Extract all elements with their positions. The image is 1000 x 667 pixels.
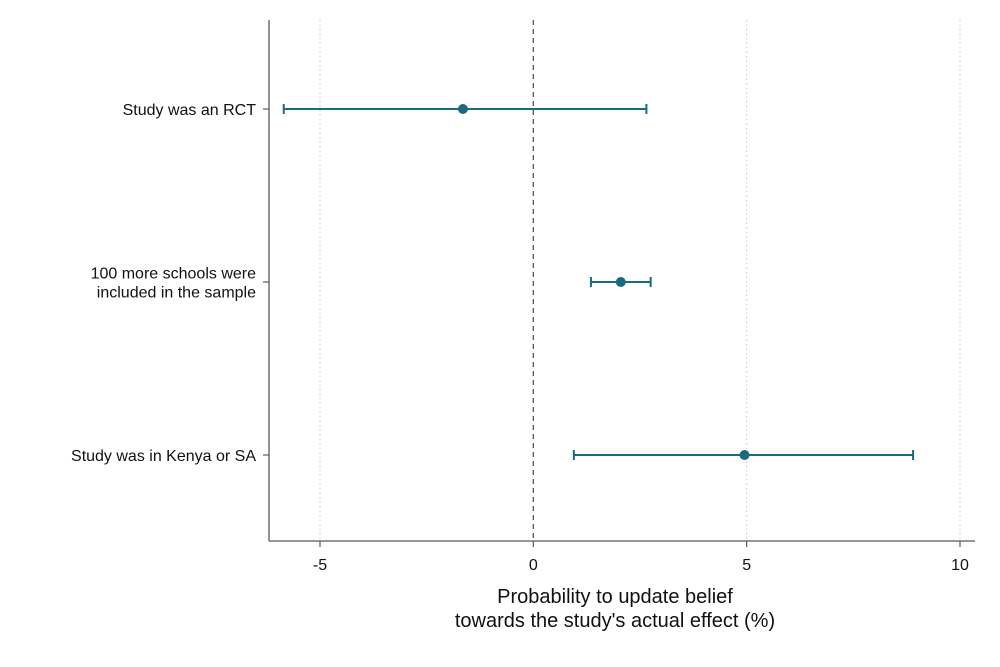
x-axis-title-line: towards the study's actual effect (%) xyxy=(455,610,775,632)
x-tick-label-1: 0 xyxy=(529,557,538,574)
category-label-line: included in the sample xyxy=(97,285,256,302)
x-axis-title: Probability to update belief towards the … xyxy=(455,586,775,632)
category-label-line: 100 more schools were xyxy=(91,266,257,283)
category-label-0: Study was an RCT xyxy=(123,102,257,119)
x-tick-label-2: 5 xyxy=(742,557,751,574)
category-label-2: Study was in Kenya or SA xyxy=(71,448,256,465)
grid-layer xyxy=(319,20,961,541)
category-label-line: Study was in Kenya or SA xyxy=(71,448,256,465)
point-estimate-2 xyxy=(739,450,750,460)
category-label-1: 100 more schools were included in the sam… xyxy=(91,266,257,302)
label-layer: -5 0 5 10 Study was an RCT 100 more schools w… xyxy=(71,102,969,632)
axis-layer xyxy=(263,20,975,547)
x-tick-label-0: -5 xyxy=(313,557,327,574)
point-estimate-0 xyxy=(457,104,468,114)
x-tick-label-3: 10 xyxy=(951,557,969,574)
marks-layer xyxy=(282,104,915,460)
x-axis-title-line: Probability to update belief xyxy=(497,586,733,608)
point-estimate-1 xyxy=(615,277,626,287)
category-label-line: Study was an RCT xyxy=(123,102,257,119)
